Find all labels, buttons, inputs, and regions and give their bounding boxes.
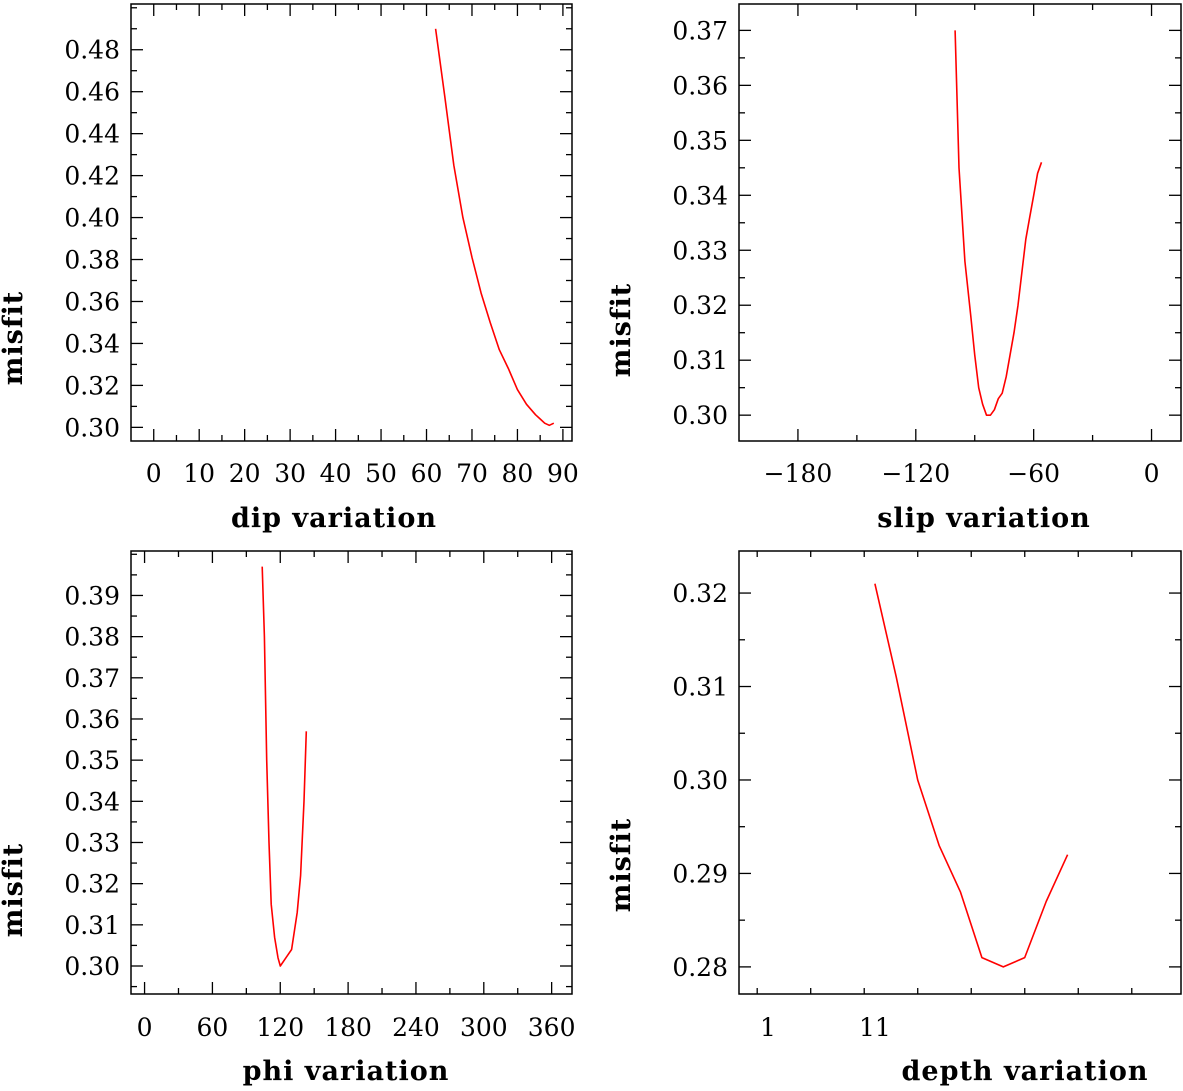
phi-misfit-line [261,566,308,967]
depth-y-axis-label: misfit [606,818,637,912]
depth-y-tick-label: 0.31 [672,673,728,702]
depth-y-tick-label: 0.32 [672,579,728,608]
phi-y-tick-label: 0.33 [64,828,120,857]
phi-x-tick-label: 180 [324,1013,372,1042]
slip-y-tick-label: 0.33 [672,236,728,265]
depth-misfit-line [874,583,1069,968]
dip-x-tick-label: 30 [274,459,306,488]
depth-x-tick-label: 11 [859,1013,891,1042]
phi-x-tick-label: 120 [256,1013,304,1042]
dip-x-tick-label: 50 [365,459,397,488]
dip-x-tick-label: 90 [547,459,579,488]
slip-y-tick-label: 0.34 [672,181,728,210]
slip-x-tick-label: 0 [1144,459,1160,488]
slip-y-tick-label: 0.35 [672,126,728,155]
slip-y-axis-label: misfit [606,283,637,377]
slip-variation-panel: −180 −120 −60 0 0.30 0.31 0.32 0.33 0.34 0.35 0.36… [606,3,1182,534]
depth-y-tick-label: 0.30 [672,766,728,795]
dip-x-tick-label: 20 [229,459,261,488]
phi-x-tick-label: 240 [392,1013,440,1042]
dip-y-tick-label: 0.42 [64,162,120,191]
slip-y-tick-label: 0.30 [672,401,728,430]
dip-y-tick-label: 0.36 [64,287,120,316]
phi-x-tick-label: 360 [528,1013,576,1042]
slip-y-tick-label: 0.32 [672,291,728,320]
phi-x-tick-label: 300 [460,1013,508,1042]
slip-x-axis-label: slip variation [877,503,1091,534]
phi-y-tick-label: 0.34 [64,787,120,816]
slip-y-tick-label: 0.36 [672,71,728,100]
phi-x-tick-label: 0 [137,1013,153,1042]
phi-x-tick-label: 60 [197,1013,229,1042]
dip-x-tick-label: 60 [411,459,443,488]
slip-y-tick-label: 0.37 [672,16,728,45]
depth-y-tick-label: 0.29 [672,859,728,888]
phi-y-tick-label: 0.30 [64,952,120,981]
dip-y-tick-label: 0.30 [64,413,120,442]
depth-plot-frame [738,550,1182,995]
phi-y-tick-label: 0.39 [64,581,120,610]
dip-y-tick-label: 0.38 [64,246,120,275]
depth-x-axis-label: depth variation [902,1056,1149,1086]
dip-x-tick-label: 70 [456,459,488,488]
slip-plot-frame [738,3,1182,442]
dip-x-tick-label: 80 [502,459,534,488]
depth-x-tick-label: 1 [760,1013,776,1042]
dip-x-axis-label: dip variation [231,503,437,534]
phi-x-axis-label: phi variation [243,1056,450,1086]
slip-x-tick-label: −120 [881,459,950,488]
dip-y-tick-label: 0.40 [64,204,120,233]
dip-y-tick-label: 0.44 [64,120,120,149]
dip-y-tick-label: 0.32 [64,371,120,400]
phi-variation-panel: 0 60 120 180 240 300 360 0.30 0.31 0.32 0.33 0.34 0.… [0,550,576,1087]
slip-x-tick-label: −180 [764,459,833,488]
phi-y-tick-label: 0.37 [64,664,120,693]
phi-y-tick-label: 0.36 [64,705,120,734]
dip-misfit-line [434,28,555,427]
phi-y-tick-label: 0.35 [64,746,120,775]
phi-y-tick-label: 0.32 [64,870,120,899]
phi-y-tick-label: 0.31 [64,911,120,940]
dip-y-tick-label: 0.48 [64,36,120,65]
dip-y-tick-label: 0.46 [64,78,120,107]
dip-x-tick-label: 10 [183,459,215,488]
phi-plot-frame [130,550,573,995]
dip-y-tick-label: 0.34 [64,329,120,358]
phi-y-axis-label: misfit [0,843,29,937]
dip-plot-frame [130,3,573,442]
dip-y-axis-label: misfit [0,291,29,385]
depth-y-tick-label: 0.28 [672,953,728,982]
phi-y-tick-label: 0.38 [64,623,120,652]
dip-x-tick-label: 40 [320,459,352,488]
slip-y-tick-label: 0.31 [672,346,728,375]
dip-x-tick-label: 0 [146,459,162,488]
slip-misfit-line [954,30,1043,417]
dip-variation-panel: 0 10 20 30 40 50 60 70 80 90 0.30 0.32 0.34 0.36 0.38 0… [0,3,579,534]
slip-x-tick-label: −60 [1007,459,1060,488]
